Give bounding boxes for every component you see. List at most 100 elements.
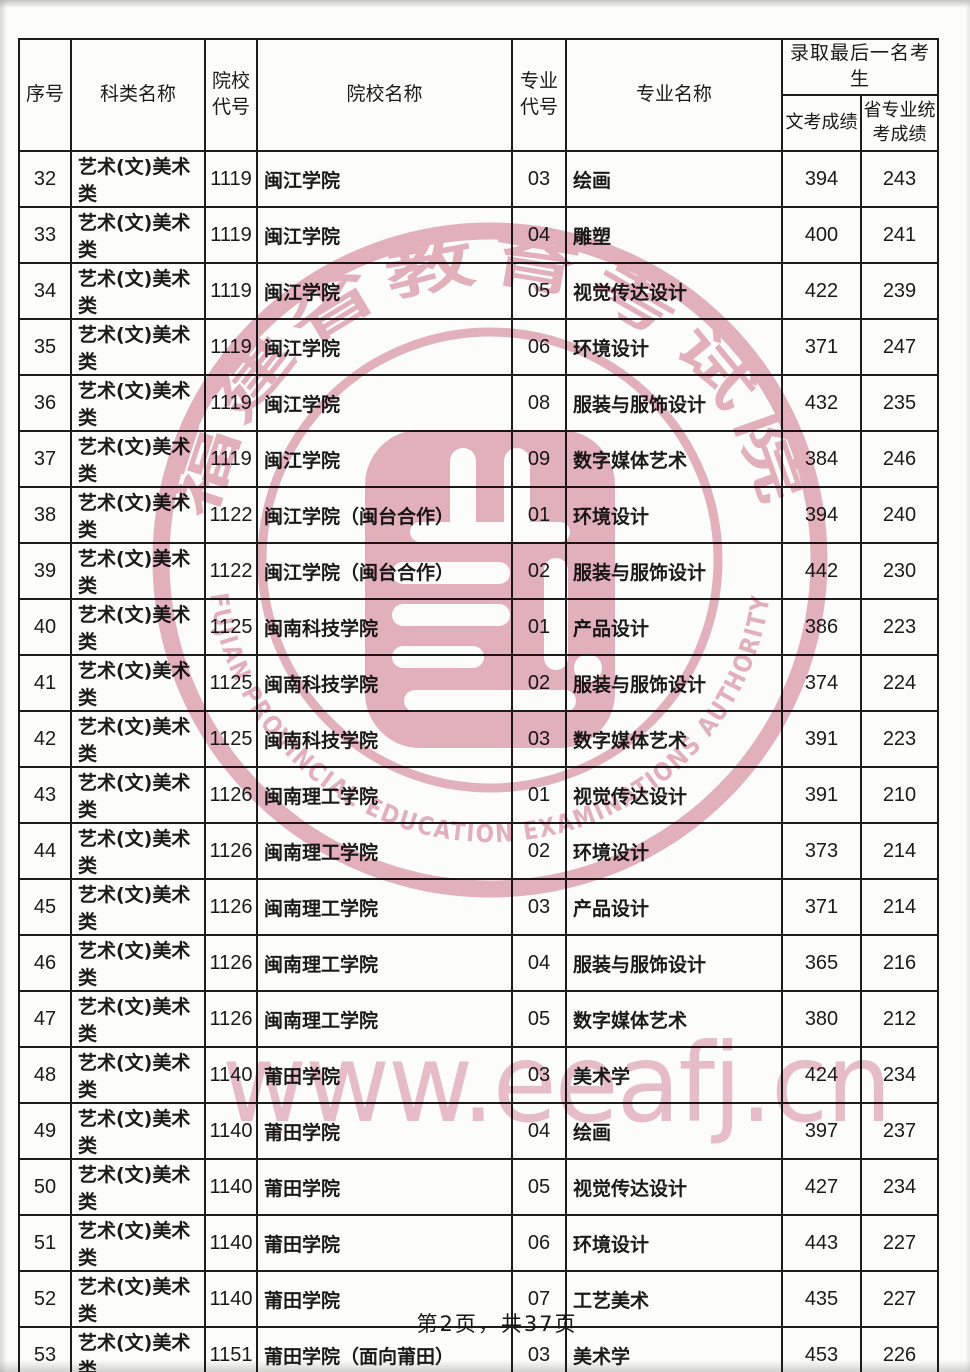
cell-seq: 33 [18, 206, 72, 264]
cell-major-name: 服装与服饰设计 [565, 374, 783, 432]
header-inst-code: 院校代号 [204, 38, 258, 152]
cell-seq: 52 [18, 1270, 72, 1328]
cell-major-code: 01 [511, 486, 567, 544]
cell-written-score: 453 [781, 1326, 862, 1372]
cell-provincial-score: 240 [859, 486, 940, 544]
cell-seq: 47 [18, 990, 72, 1048]
cell-inst-name: 闽江学院 [256, 318, 513, 376]
cell-inst-code: 1122 [204, 486, 258, 544]
cell-inst-name: 闽江学院 [256, 430, 513, 488]
table-row: 43 艺术(文)美术类 1126 闽南理工学院 01 视觉传达设计 391 21… [18, 766, 940, 824]
cell-inst-code: 1126 [204, 822, 258, 880]
cell-inst-code: 1140 [204, 1102, 258, 1160]
cell-written-score: 394 [781, 486, 862, 544]
cell-written-score: 365 [781, 934, 862, 992]
cell-provincial-score: 243 [859, 150, 940, 208]
cell-major-code: 07 [511, 1270, 567, 1328]
cell-written-score: 397 [781, 1102, 862, 1160]
cell-seq: 32 [18, 150, 72, 208]
cell-seq: 43 [18, 766, 72, 824]
table-row: 40 艺术(文)美术类 1125 闽南科技学院 01 产品设计 386 223 [18, 598, 940, 656]
table-row: 44 艺术(文)美术类 1126 闽南理工学院 02 环境设计 373 214 [18, 822, 940, 880]
cell-category: 艺术(文)美术类 [70, 1270, 206, 1328]
cell-written-score: 380 [781, 990, 862, 1048]
cell-major-code: 04 [511, 206, 567, 264]
cell-category: 艺术(文)美术类 [70, 598, 206, 656]
cell-written-score: 435 [781, 1270, 862, 1328]
table-header: 序号 科类名称 院校代号 院校名称 专业代号 专业名称 录取最后一名考生 文考成… [18, 38, 940, 152]
cell-category: 艺术(文)美术类 [70, 318, 206, 376]
cell-inst-name: 莆田学院 [256, 1102, 513, 1160]
cell-category: 艺术(文)美术类 [70, 822, 206, 880]
cell-inst-code: 1151 [204, 1326, 258, 1372]
cell-provincial-score: 239 [859, 262, 940, 320]
cell-seq: 36 [18, 374, 72, 432]
cell-seq: 51 [18, 1214, 72, 1272]
cell-category: 艺术(文)美术类 [70, 262, 206, 320]
cell-inst-code: 1119 [204, 318, 258, 376]
cell-major-name: 工艺美术 [565, 1270, 783, 1328]
cell-seq: 38 [18, 486, 72, 544]
cell-major-code: 01 [511, 598, 567, 656]
table-row: 38 艺术(文)美术类 1122 闽江学院（闽台合作） 01 环境设计 394 … [18, 486, 940, 544]
cell-inst-name: 莆田学院（面向莆田） [256, 1326, 513, 1372]
cell-major-code: 03 [511, 878, 567, 936]
cell-major-name: 环境设计 [565, 318, 783, 376]
cell-major-code: 06 [511, 1214, 567, 1272]
cell-written-score: 443 [781, 1214, 862, 1272]
cell-major-name: 服装与服饰设计 [565, 654, 783, 712]
cell-category: 艺术(文)美术类 [70, 766, 206, 824]
cell-inst-name: 闽江学院（闽台合作） [256, 486, 513, 544]
cell-written-score: 371 [781, 318, 862, 376]
cell-written-score: 371 [781, 878, 862, 936]
cell-category: 艺术(文)美术类 [70, 542, 206, 600]
cell-seq: 53 [18, 1326, 72, 1372]
table-row: 36 艺术(文)美术类 1119 闽江学院 08 服装与服饰设计 432 235 [18, 374, 940, 432]
cell-inst-code: 1140 [204, 1214, 258, 1272]
table-row: 46 艺术(文)美术类 1126 闽南理工学院 04 服装与服饰设计 365 2… [18, 934, 940, 992]
cell-major-code: 05 [511, 990, 567, 1048]
cell-major-name: 产品设计 [565, 878, 783, 936]
table-row: 50 艺术(文)美术类 1140 莆田学院 05 视觉传达设计 427 234 [18, 1158, 940, 1216]
cell-seq: 44 [18, 822, 72, 880]
header-inst-name: 院校名称 [256, 38, 513, 152]
cell-category: 艺术(文)美术类 [70, 710, 206, 768]
table-row: 35 艺术(文)美术类 1119 闽江学院 06 环境设计 371 247 [18, 318, 940, 376]
scan-edge-left [0, 0, 7, 1372]
table-row: 52 艺术(文)美术类 1140 莆田学院 07 工艺美术 435 227 [18, 1270, 940, 1328]
cell-inst-name: 闽南理工学院 [256, 766, 513, 824]
cell-major-name: 数字媒体艺术 [565, 990, 783, 1048]
cell-provincial-score: 227 [859, 1270, 940, 1328]
cell-major-code: 08 [511, 374, 567, 432]
header-seq: 序号 [18, 38, 72, 152]
cell-major-code: 04 [511, 934, 567, 992]
cell-major-name: 视觉传达设计 [565, 262, 783, 320]
cell-major-name: 环境设计 [565, 1214, 783, 1272]
cell-inst-name: 闽江学院 [256, 150, 513, 208]
cell-inst-code: 1126 [204, 878, 258, 936]
cell-provincial-score: 234 [859, 1046, 940, 1104]
cell-inst-code: 1140 [204, 1046, 258, 1104]
cell-provincial-score: 237 [859, 1102, 940, 1160]
cell-category: 艺术(文)美术类 [70, 486, 206, 544]
cell-inst-code: 1119 [204, 430, 258, 488]
cell-category: 艺术(文)美术类 [70, 1326, 206, 1372]
header-last-admitted: 录取最后一名考生 [780, 38, 940, 96]
cell-provincial-score: 214 [859, 822, 940, 880]
table-row: 32 艺术(文)美术类 1119 闽江学院 03 绘画 394 243 [18, 150, 940, 208]
cell-major-name: 美术学 [565, 1046, 783, 1104]
cell-inst-code: 1126 [204, 766, 258, 824]
cell-seq: 40 [18, 598, 72, 656]
cell-provincial-score: 241 [859, 206, 940, 264]
cell-provincial-score: 246 [859, 430, 940, 488]
cell-inst-name: 闽江学院 [256, 206, 513, 264]
cell-major-name: 产品设计 [565, 598, 783, 656]
cell-provincial-score: 223 [859, 710, 940, 768]
cell-inst-name: 莆田学院 [256, 1046, 513, 1104]
cell-major-name: 视觉传达设计 [565, 766, 783, 824]
cell-major-code: 05 [511, 1158, 567, 1216]
cell-inst-name: 闽南理工学院 [256, 990, 513, 1048]
cell-written-score: 424 [781, 1046, 862, 1104]
table-row: 33 艺术(文)美术类 1119 闽江学院 04 雕塑 400 241 [18, 206, 940, 264]
cell-written-score: 391 [781, 710, 862, 768]
